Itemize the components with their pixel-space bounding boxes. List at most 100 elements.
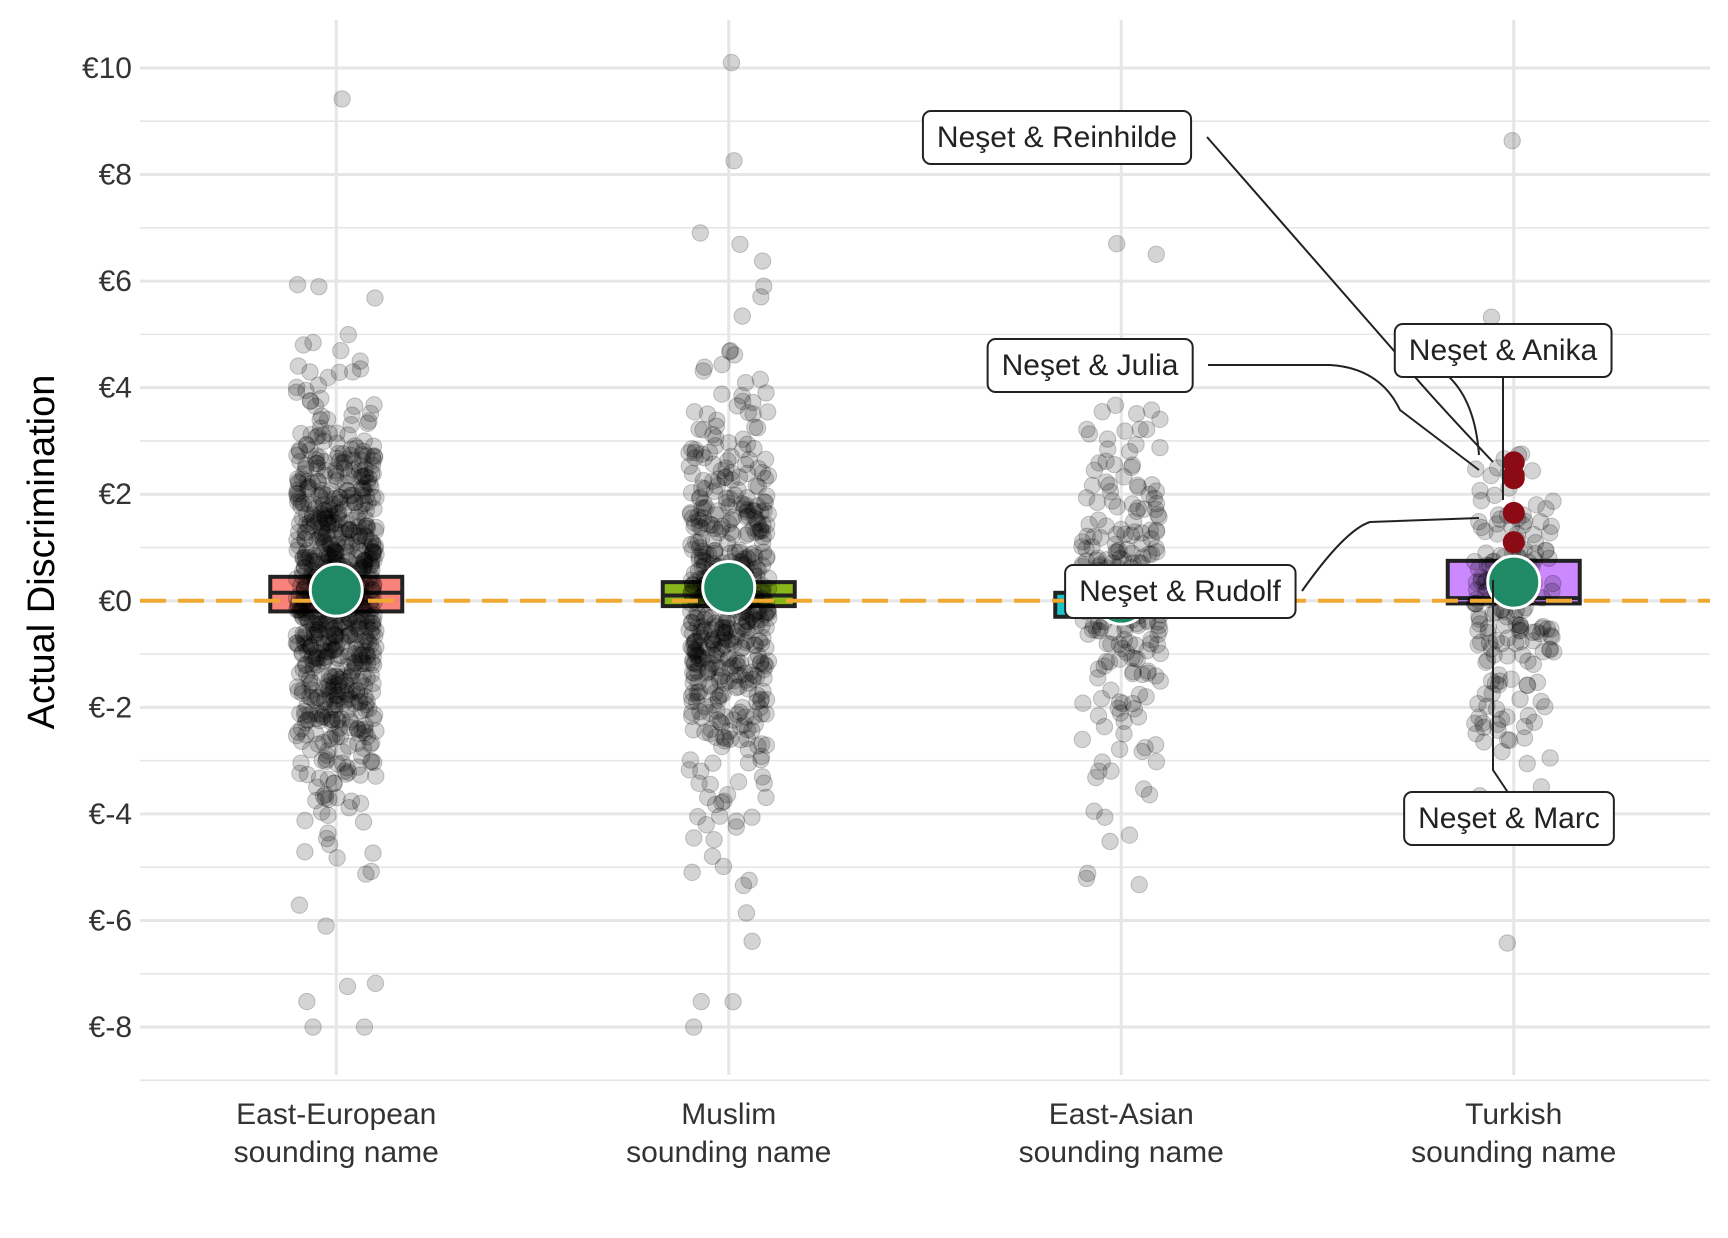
data-point bbox=[328, 710, 346, 729]
data-point bbox=[1133, 742, 1151, 761]
data-point bbox=[305, 517, 323, 535]
data-point bbox=[727, 654, 745, 673]
data-point bbox=[309, 644, 328, 662]
data-point bbox=[1110, 541, 1128, 560]
data-point bbox=[343, 664, 361, 682]
data-point bbox=[364, 451, 382, 470]
data-point bbox=[1084, 616, 1103, 635]
data-point bbox=[355, 556, 373, 574]
data-point bbox=[692, 762, 710, 780]
data-point bbox=[300, 478, 318, 496]
data-point bbox=[703, 631, 722, 649]
data-point bbox=[681, 504, 700, 522]
data-point bbox=[702, 720, 720, 738]
data-point bbox=[744, 610, 763, 629]
data-point bbox=[682, 687, 701, 706]
data-point bbox=[290, 536, 308, 555]
data-point bbox=[357, 501, 376, 520]
data-point bbox=[719, 672, 738, 690]
data-point bbox=[1498, 934, 1517, 952]
data-point bbox=[323, 698, 341, 717]
data-point bbox=[713, 385, 731, 403]
data-point bbox=[362, 553, 380, 572]
data-point bbox=[712, 461, 731, 480]
data-point bbox=[295, 634, 314, 652]
data-point bbox=[312, 705, 330, 723]
data-point bbox=[759, 466, 778, 485]
data-point bbox=[363, 456, 382, 474]
data-point bbox=[685, 403, 704, 421]
data-point bbox=[298, 992, 316, 1011]
data-point bbox=[709, 502, 727, 520]
data-point bbox=[319, 673, 338, 691]
data-point bbox=[290, 474, 308, 492]
data-point bbox=[1545, 643, 1563, 661]
data-point bbox=[307, 451, 325, 469]
data-point bbox=[1101, 832, 1119, 851]
data-point bbox=[1482, 672, 1501, 690]
data-point bbox=[1478, 697, 1496, 715]
data-point bbox=[746, 523, 765, 542]
data-point bbox=[348, 532, 366, 551]
data-point bbox=[745, 666, 763, 684]
data-point bbox=[1503, 132, 1521, 150]
data-point bbox=[1470, 607, 1488, 626]
data-point bbox=[687, 533, 705, 552]
data-point bbox=[353, 637, 371, 655]
data-point bbox=[337, 672, 355, 691]
data-point bbox=[301, 638, 319, 656]
data-point bbox=[306, 500, 325, 518]
mean-point-0 bbox=[308, 562, 364, 618]
data-point bbox=[714, 685, 732, 703]
data-point bbox=[1127, 636, 1145, 654]
data-point bbox=[298, 642, 316, 660]
data-point bbox=[1543, 628, 1561, 646]
data-point bbox=[316, 789, 335, 807]
data-point bbox=[319, 770, 337, 789]
data-point bbox=[1085, 528, 1103, 546]
data-point bbox=[302, 689, 321, 707]
data-point bbox=[329, 690, 347, 708]
data-point bbox=[1099, 440, 1117, 458]
data-point bbox=[1124, 664, 1142, 683]
data-point bbox=[1470, 708, 1488, 727]
data-point bbox=[746, 636, 765, 655]
data-point bbox=[1097, 652, 1115, 671]
data-point bbox=[341, 625, 359, 644]
x-tick-label: Turkish bbox=[1465, 1098, 1562, 1131]
data-point bbox=[341, 486, 360, 505]
data-point bbox=[722, 511, 741, 529]
data-point bbox=[298, 541, 316, 560]
data-point bbox=[322, 636, 341, 655]
data-point bbox=[318, 643, 336, 661]
data-point bbox=[300, 517, 318, 536]
data-point bbox=[343, 406, 361, 424]
data-point bbox=[1511, 621, 1530, 639]
data-point bbox=[717, 459, 735, 477]
data-point bbox=[350, 524, 368, 542]
data-point bbox=[294, 660, 312, 678]
label-leader bbox=[1492, 580, 1510, 795]
data-point bbox=[755, 277, 773, 295]
data-point bbox=[714, 619, 732, 637]
data-point bbox=[721, 342, 740, 360]
data-point bbox=[1110, 693, 1129, 711]
data-point bbox=[335, 453, 353, 472]
data-point bbox=[694, 542, 712, 561]
data-point bbox=[350, 616, 369, 635]
data-point bbox=[364, 709, 383, 727]
data-point bbox=[690, 511, 708, 530]
data-point bbox=[300, 612, 318, 630]
data-point bbox=[288, 531, 306, 549]
data-point bbox=[290, 442, 309, 461]
data-point bbox=[310, 486, 329, 505]
data-point bbox=[1477, 544, 1495, 562]
data-point bbox=[1498, 647, 1517, 665]
data-point bbox=[742, 545, 760, 564]
data-point bbox=[364, 542, 382, 561]
data-point bbox=[345, 694, 363, 713]
data-point bbox=[757, 487, 776, 505]
point-label-box bbox=[921, 110, 1193, 165]
data-point bbox=[345, 615, 363, 633]
data-point bbox=[747, 651, 765, 670]
